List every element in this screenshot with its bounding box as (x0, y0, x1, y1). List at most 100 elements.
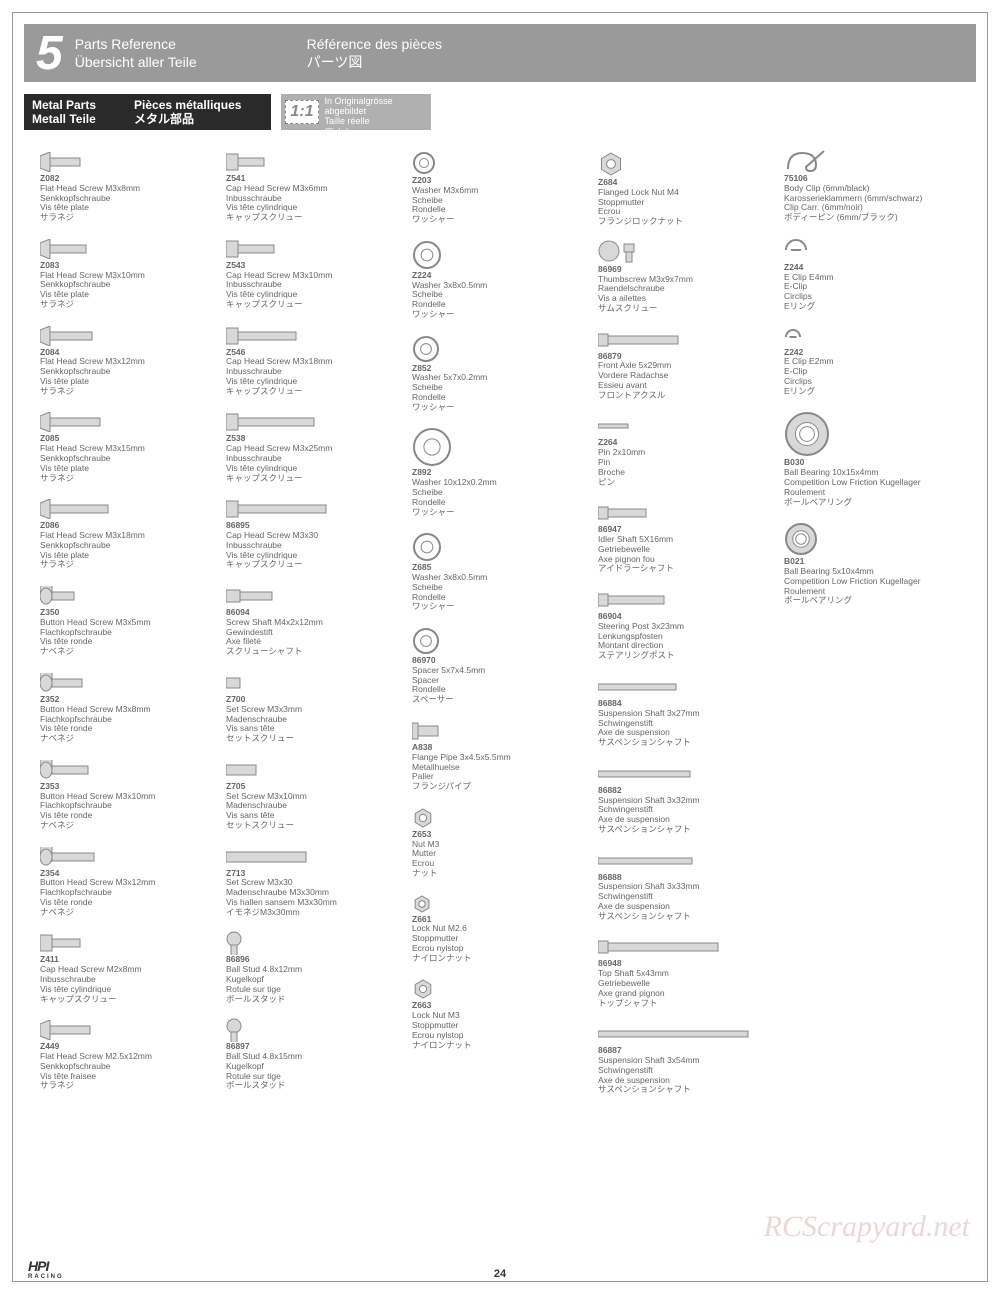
part-icon (598, 241, 776, 265)
parts-column: Z684 Flanged Lock Nut M4StoppmutterEcrou… (598, 150, 784, 1234)
sub-block-2: Pièces métalliques メタル部品 (126, 94, 271, 130)
part-desc: Eリング (784, 302, 962, 312)
part-desc: ボールスタッド (226, 1081, 404, 1091)
part-item: Z700 Set Screw M3x3mmMadenschraubeVis sa… (226, 671, 404, 744)
part-icon (598, 414, 776, 438)
part-text: Z852 Washer 5x7x0.2mmScheibeRondelleワッシャ… (412, 364, 590, 413)
part-text: Z085 Flat Head Screw M3x15mmSenkkopfschr… (40, 434, 218, 483)
part-desc: ナベネジ (40, 821, 218, 831)
part-desc: アイドラーシャフト (598, 564, 776, 574)
part-item: Z244 E Clip E4mmE-ClipCirclipsEリング (784, 237, 962, 312)
part-desc: ボールスタッド (226, 995, 404, 1005)
part-desc: サラネジ (40, 300, 218, 310)
part-desc: Nut M3 (412, 840, 590, 850)
part-item: Z541 Cap Head Screw M3x6mmInbusschraubeV… (226, 150, 404, 223)
part-text: 86094 Screw Shaft M4x2x12mmGewindestiftA… (226, 608, 404, 657)
part-desc: Metallhuelse (412, 763, 590, 773)
part-text: Z684 Flanged Lock Nut M4StoppmutterEcrou… (598, 178, 776, 227)
part-desc: キャップスクリュー (226, 560, 404, 570)
part-icon (412, 531, 590, 563)
part-text: 86897 Ball Stud 4.8x15mmKugelkopfRotule … (226, 1042, 404, 1091)
header-titles-2: Référence des pièces パーツ図 (307, 35, 442, 71)
parts-column: Z541 Cap Head Screw M3x6mmInbusschraubeV… (226, 150, 412, 1234)
part-item: Z203 Washer M3x6mmScheibeRondelleワッシャー (412, 150, 590, 225)
part-desc: フランジロックナット (598, 217, 776, 227)
part-icon (226, 410, 404, 434)
part-item: 86969 Thumbscrew M3x9x7mmRaendelschraube… (598, 241, 776, 314)
part-desc: フランジパイプ (412, 782, 590, 792)
header-titles: Parts Reference Übersicht aller Teile (75, 35, 197, 71)
part-text: Z224 Washer 3x8x0.5mmScheibeRondelleワッシャ… (412, 271, 590, 320)
part-item: B030 Ball Bearing 10x15x4mmCompetition L… (784, 410, 962, 507)
part-icon (40, 758, 218, 782)
part-desc: フロントアクスル (598, 391, 776, 401)
subheader: Metal Parts Metall Teile Pièces métalliq… (24, 94, 976, 130)
part-text: Z543 Cap Head Screw M3x10mmInbusschraube… (226, 261, 404, 310)
part-text: Z352 Button Head Screw M3x8mmFlachkopfsc… (40, 695, 218, 744)
part-desc: ボールベアリング (784, 498, 962, 508)
part-item: Z543 Cap Head Screw M3x10mmInbusschraube… (226, 237, 404, 310)
part-icon (226, 584, 404, 608)
part-desc: キャップスクリュー (226, 387, 404, 397)
part-icon (226, 931, 404, 955)
part-desc: ナット (412, 869, 590, 879)
part-icon (40, 584, 218, 608)
part-icon (226, 150, 404, 174)
part-desc: ナベネジ (40, 734, 218, 744)
part-desc: ワッシャー (412, 602, 590, 612)
part-desc: ピン (598, 478, 776, 488)
part-item: Z852 Washer 5x7x0.2mmScheibeRondelleワッシャ… (412, 334, 590, 413)
part-desc: サムスクリュー (598, 304, 776, 314)
part-icon (598, 328, 776, 352)
part-icon (226, 845, 404, 869)
part-icon (40, 237, 218, 261)
header-de: Übersicht aller Teile (75, 53, 197, 71)
sub-en: Metal Parts (32, 98, 96, 112)
part-text: Z663 Lock Nut M3StoppmutterEcrou nylstop… (412, 1001, 590, 1050)
part-text: Z264 Pin 2x10mmPinBrocheピン (598, 438, 776, 487)
part-icon (412, 977, 590, 1001)
part-item: Z224 Washer 3x8x0.5mmScheibeRondelleワッシャ… (412, 239, 590, 320)
part-desc: サスペンションシャフト (598, 738, 776, 748)
part-text: B021 Ball Bearing 5x10x4mmCompetition Lo… (784, 557, 962, 606)
part-desc: サラネジ (40, 560, 218, 570)
part-text: 86887 Suspension Shaft 3x54mmSchwingenst… (598, 1046, 776, 1095)
part-icon (226, 671, 404, 695)
part-icon (598, 762, 776, 786)
part-icon (412, 334, 590, 364)
part-item: Z350 Button Head Screw M3x5mmFlachkopfsc… (40, 584, 218, 657)
part-item: Z892 Washer 10x12x0.2mmScheibeRondelleワッ… (412, 426, 590, 517)
part-desc: ボールベアリング (784, 596, 962, 606)
part-item: Z538 Cap Head Screw M3x25mmInbusschraube… (226, 410, 404, 483)
part-text: 86884 Suspension Shaft 3x27mmSchwingenst… (598, 699, 776, 748)
part-icon (598, 675, 776, 699)
part-item: A838 Flange Pipe 3x4.5x5.5mmMetallhuelse… (412, 719, 590, 792)
part-text: 86970 Spacer 5x7x4.5mmSpacerRondelleスペーサ… (412, 656, 590, 705)
part-text: 75106 Body Clip (6mm/black)Karosseriekla… (784, 174, 962, 223)
part-item: Z352 Button Head Screw M3x8mmFlachkopfsc… (40, 671, 218, 744)
part-icon (226, 237, 404, 261)
part-desc: ステアリングポスト (598, 651, 776, 661)
part-desc: Eリング (784, 387, 962, 397)
part-item: Z705 Set Screw M3x10mmMadenschraubeVis s… (226, 758, 404, 831)
part-text: Z700 Set Screw M3x3mmMadenschraubeVis sa… (226, 695, 404, 744)
part-item: 86884 Suspension Shaft 3x27mmSchwingenst… (598, 675, 776, 748)
part-item: Z086 Flat Head Screw M3x18mmSenkkopfschr… (40, 497, 218, 570)
part-text: Z084 Flat Head Screw M3x12mmSenkkopfschr… (40, 348, 218, 397)
part-desc: Mutter (412, 849, 590, 859)
part-item: Z354 Button Head Screw M3x12mmFlachkopfs… (40, 845, 218, 918)
part-text: A838 Flange Pipe 3x4.5x5.5mmMetallhuelse… (412, 743, 590, 792)
part-desc: ワッシャー (412, 508, 590, 518)
part-item: Z242 E Clip E2mmE-ClipCirclipsEリング (784, 326, 962, 397)
part-desc: サスペンションシャフト (598, 912, 776, 922)
part-icon (598, 588, 776, 612)
part-desc: ナベネジ (40, 647, 218, 657)
part-desc: キャップスクリュー (226, 474, 404, 484)
part-desc: スクリューシャフト (226, 647, 404, 657)
part-item: Z546 Cap Head Screw M3x18mmInbusschraube… (226, 324, 404, 397)
part-item: Z264 Pin 2x10mmPinBrocheピン (598, 414, 776, 487)
part-text: Z086 Flat Head Screw M3x18mmSenkkopfschr… (40, 521, 218, 570)
part-text: Z353 Button Head Screw M3x10mmFlachkopfs… (40, 782, 218, 831)
part-text: Z685 Washer 3x8x0.5mmScheibeRondelleワッシャ… (412, 563, 590, 612)
part-icon (598, 1022, 776, 1046)
